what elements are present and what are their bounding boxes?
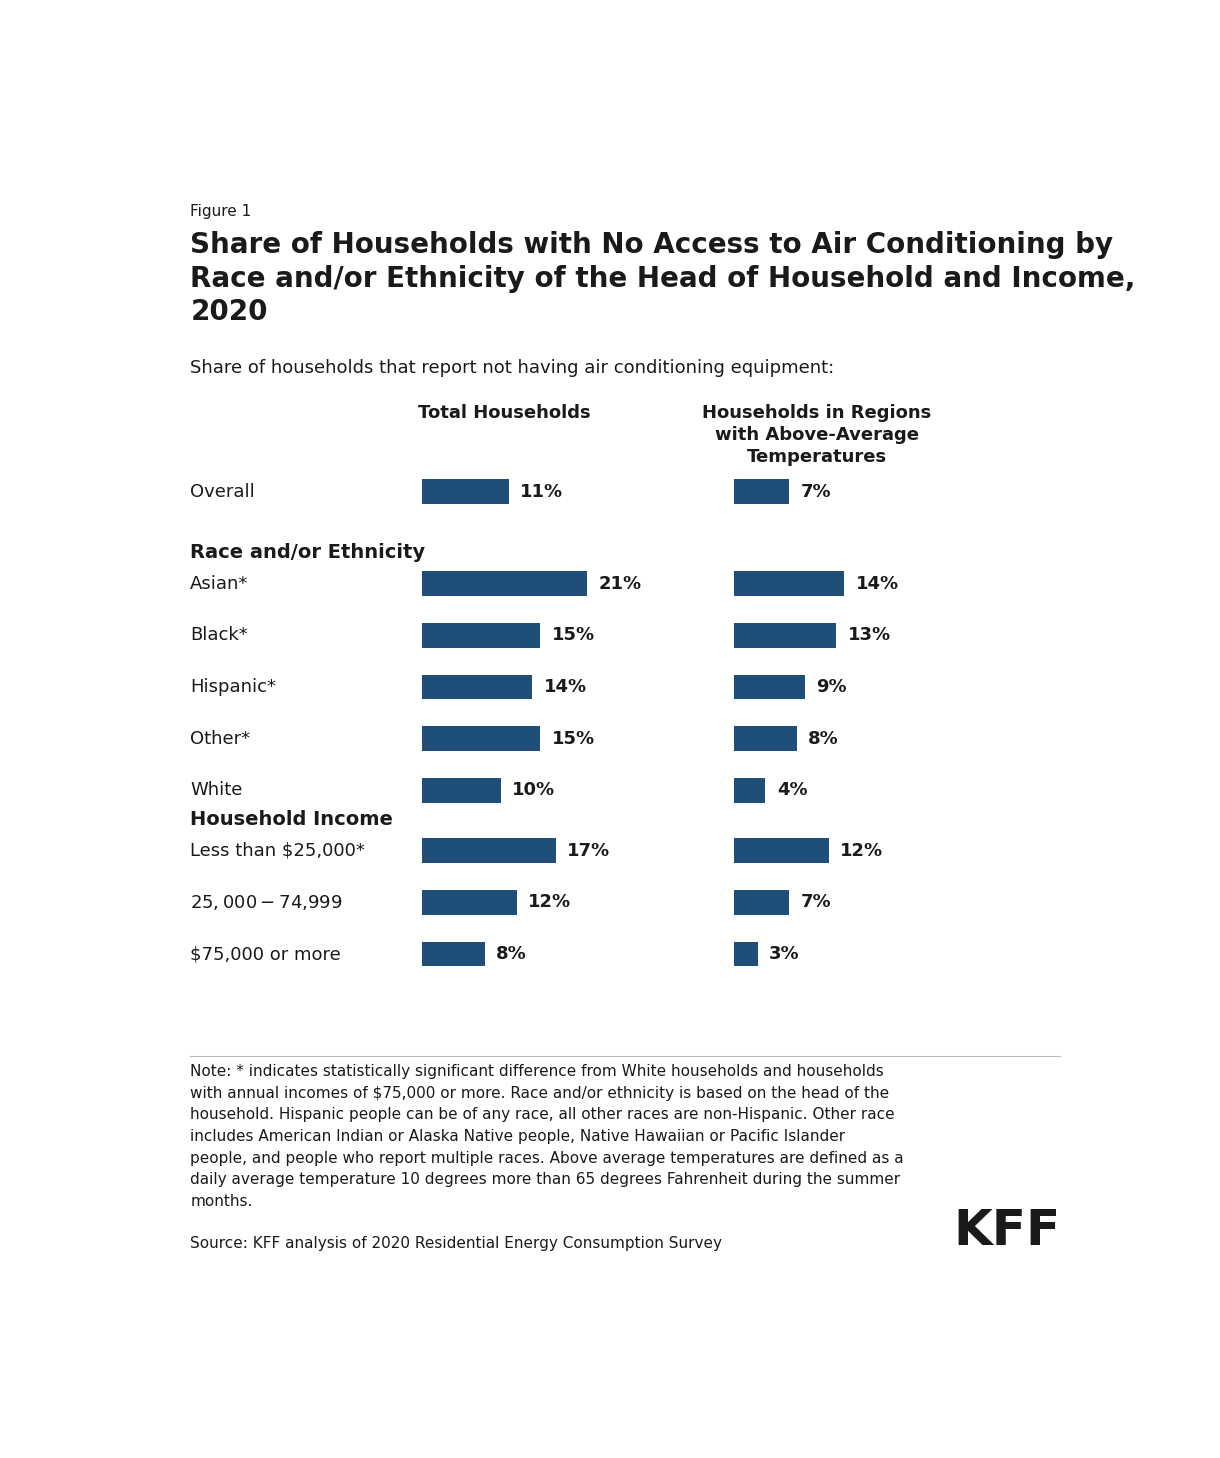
Text: White: White <box>190 781 243 799</box>
Text: 3%: 3% <box>769 945 799 964</box>
Text: 15%: 15% <box>551 627 594 644</box>
Text: 7%: 7% <box>800 894 831 911</box>
Bar <box>734 623 837 647</box>
Bar <box>734 572 844 596</box>
Text: Note: * indicates statistically significant difference from White households and: Note: * indicates statistically signific… <box>190 1064 904 1209</box>
Text: 12%: 12% <box>839 841 883 860</box>
Bar <box>734 777 765 802</box>
Text: 9%: 9% <box>816 678 847 695</box>
Bar <box>734 942 758 967</box>
Text: Households in Regions
with Above-Average
Temperatures: Households in Regions with Above-Average… <box>702 404 931 467</box>
Text: Hispanic*: Hispanic* <box>190 678 276 695</box>
Text: 21%: 21% <box>599 574 642 592</box>
Text: $25,000-$74,999: $25,000-$74,999 <box>190 892 343 911</box>
Text: Figure 1: Figure 1 <box>190 204 251 219</box>
Text: 7%: 7% <box>800 483 831 500</box>
Bar <box>734 838 828 863</box>
Text: Share of Households with No Access to Air Conditioning by
Race and/or Ethnicity : Share of Households with No Access to Ai… <box>190 232 1136 327</box>
Text: Source: KFF analysis of 2020 Residential Energy Consumption Survey: Source: KFF analysis of 2020 Residential… <box>190 1236 722 1251</box>
Text: Household Income: Household Income <box>190 811 393 830</box>
Text: 8%: 8% <box>809 729 839 748</box>
Bar <box>422 777 500 802</box>
Bar <box>734 889 789 914</box>
Bar <box>734 675 805 700</box>
Text: 11%: 11% <box>520 483 564 500</box>
Text: 12%: 12% <box>528 894 571 911</box>
Bar <box>734 726 797 751</box>
Bar <box>422 838 556 863</box>
Text: 10%: 10% <box>512 781 555 799</box>
Text: Less than $25,000*: Less than $25,000* <box>190 841 365 860</box>
Bar <box>422 726 540 751</box>
Text: Total Households: Total Households <box>418 404 590 421</box>
Text: Race and/or Ethnicity: Race and/or Ethnicity <box>190 544 426 563</box>
Bar <box>422 889 516 914</box>
Text: 14%: 14% <box>544 678 587 695</box>
Text: 17%: 17% <box>567 841 610 860</box>
Text: Share of households that report not having air conditioning equipment:: Share of households that report not havi… <box>190 359 834 378</box>
Text: 8%: 8% <box>497 945 527 964</box>
Text: Other*: Other* <box>190 729 250 748</box>
Text: 14%: 14% <box>855 574 899 592</box>
Text: 15%: 15% <box>551 729 594 748</box>
Text: 4%: 4% <box>777 781 808 799</box>
Text: Asian*: Asian* <box>190 574 249 592</box>
Bar <box>422 480 509 504</box>
Text: KFF: KFF <box>953 1207 1060 1255</box>
Bar <box>422 942 486 967</box>
Bar <box>422 572 588 596</box>
Text: Overall: Overall <box>190 483 255 500</box>
Bar <box>422 675 532 700</box>
Text: 13%: 13% <box>848 627 891 644</box>
Text: Black*: Black* <box>190 627 248 644</box>
Bar <box>734 480 789 504</box>
Text: $75,000 or more: $75,000 or more <box>190 945 342 964</box>
Bar <box>422 623 540 647</box>
